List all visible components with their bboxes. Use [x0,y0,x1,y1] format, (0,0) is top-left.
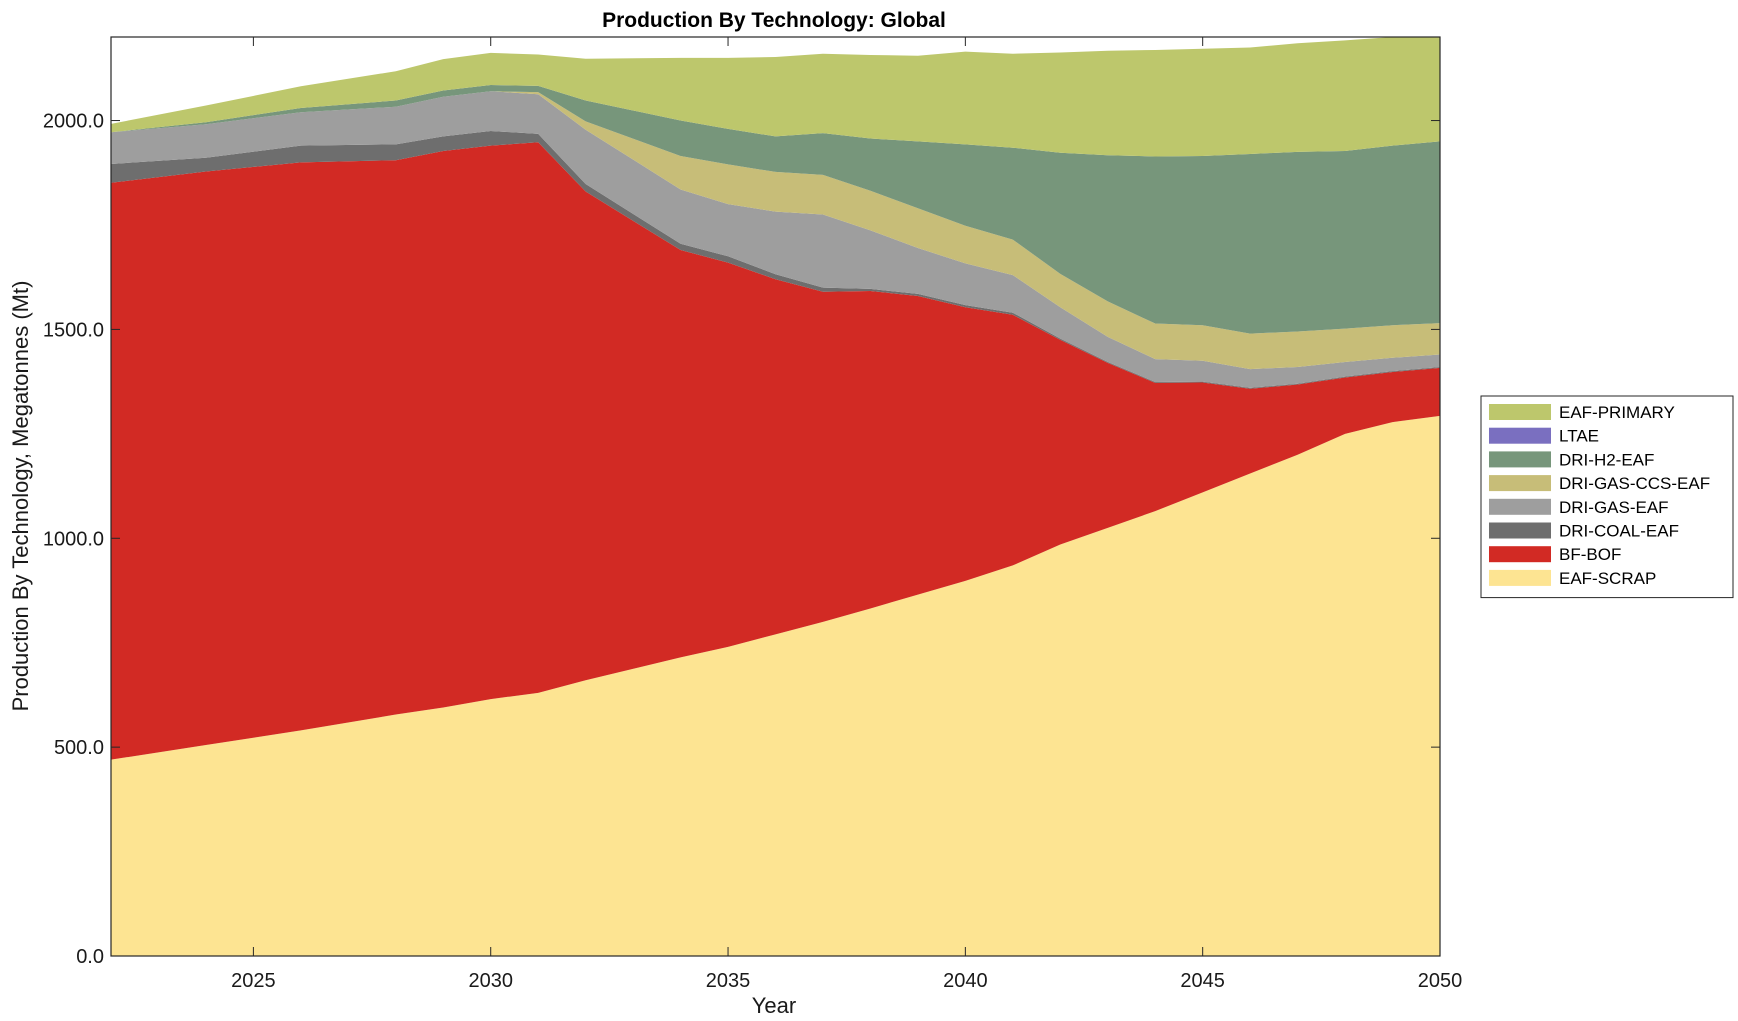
plot-frame [110,36,1441,957]
area-dri-gas-eaf [111,91,1440,388]
legend-swatch [1489,546,1551,563]
legend-item-eaf-primary: EAF-PRIMARY [1489,403,1675,422]
area-dri-gas-ccs-eaf [111,91,1440,370]
legend-item-dri-coal-eaf: DRI-COAL-EAF [1489,522,1679,541]
y-tick-label: 0.0 [76,946,104,968]
legend-label: EAF-SCRAP [1559,569,1656,588]
legend-item-bf-bof: BF-BOF [1489,545,1621,564]
legend-label: LTAE [1559,427,1599,446]
x-axis-label: Year [752,993,796,1018]
legend-item-dri-gas-eaf: DRI-GAS-EAF [1489,498,1669,517]
legend-swatch [1489,498,1551,515]
legend-label: DRI-H2-EAF [1559,450,1654,469]
x-tick-label: 2040 [943,970,988,992]
legend-item-dri-gas-ccs-eaf: DRI-GAS-CCS-EAF [1489,474,1710,493]
legend-swatch [1489,569,1551,586]
legend-label: BF-BOF [1559,545,1621,564]
x-tick-label: 2050 [1418,970,1463,992]
x-tick-label: 2045 [1180,970,1225,992]
x-tick-label: 2035 [706,970,751,992]
y-tick-label: 1500.0 [43,319,104,341]
y-tick-label: 500.0 [54,737,104,759]
chart-title: Production By Technology: Global [602,9,946,32]
legend-label: DRI-GAS-EAF [1559,498,1669,517]
area-eaf-primary [111,37,1440,157]
legend-swatch [1489,427,1551,444]
y-axis-label: Production By Technology, Megatonnes (Mt… [8,281,33,712]
area-dri-coal-eaf [111,130,1440,389]
y-tick-label: 1000.0 [43,528,104,550]
x-tick-label: 2030 [468,970,513,992]
legend-label: EAF-PRIMARY [1559,403,1675,422]
legend-label: DRI-COAL-EAF [1559,522,1679,541]
legend-swatch [1489,475,1551,492]
legend-box [1480,395,1734,599]
y-axis: 0.0 500.0 1000.0 1500.0 2000.0 [43,111,1440,968]
area-eaf-scrap [111,415,1440,956]
legend-swatch [1489,522,1551,539]
stacked-areas [111,37,1440,956]
legend-item-dri-h2-eaf: DRI-H2-EAF [1489,450,1654,469]
x-axis: 2025 2030 2035 2040 2045 2050 [231,37,1462,992]
y-tick-label: 2000.0 [43,111,104,133]
x-tick-label: 2025 [231,970,276,992]
area-bf-bof [111,142,1440,760]
legend-item-eaf-scrap: EAF-SCRAP [1489,569,1656,588]
legend: EAF-PRIMARY LTAE DRI-H2-EAF DRI-GAS-CCS-EAF… [1480,395,1734,599]
legend-swatch [1489,451,1551,468]
legend-label: DRI-GAS-CCS-EAF [1559,474,1710,493]
legend-swatch [1489,404,1551,420]
legend-item-ltae: LTAE [1489,427,1599,446]
area-dri-h2-eaf [111,85,1440,334]
